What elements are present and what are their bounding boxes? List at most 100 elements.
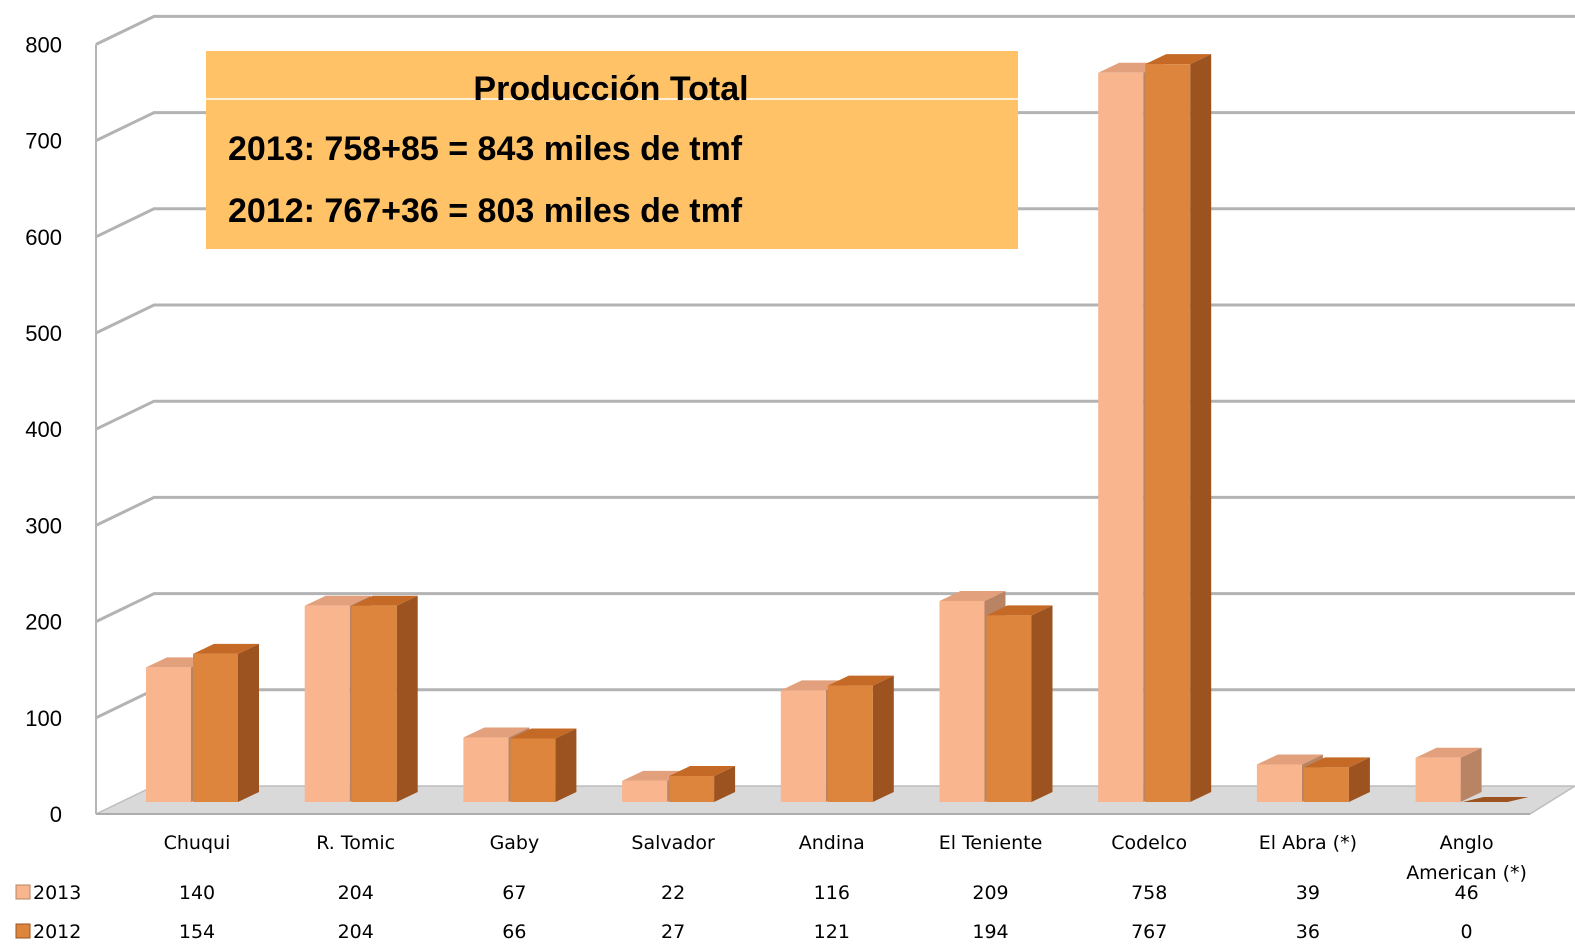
bar-side	[555, 728, 577, 802]
bar-front	[510, 738, 556, 802]
bar-side	[1348, 757, 1370, 802]
data-table: 2013 140 204 67 22 116 209 758 39 46 2012 154 204 66 2…	[15, 882, 1479, 943]
category-label: El Abra (*)	[1259, 832, 1357, 854]
y-tick-label: 100	[25, 706, 62, 731]
bar-2012-2	[510, 728, 577, 802]
bar-2012-6	[1145, 54, 1212, 803]
bar-top	[1303, 757, 1370, 768]
table-cell: 27	[661, 921, 685, 943]
bar-front	[780, 690, 826, 802]
bar-front	[1145, 64, 1191, 802]
bar-front	[939, 600, 985, 802]
bar-front	[827, 685, 873, 802]
gridline	[95, 14, 1575, 46]
bar-front	[463, 737, 509, 802]
bar-top	[1145, 54, 1212, 65]
category-label: Andina	[799, 832, 865, 854]
table-cell: 758	[1131, 882, 1167, 904]
bar-front	[622, 780, 668, 802]
bar-side	[1031, 605, 1053, 802]
gridline	[95, 303, 1575, 335]
category-label: Gaby	[490, 832, 540, 854]
bar-side	[714, 766, 736, 802]
bar-2012-7	[1303, 757, 1370, 802]
bar-top	[986, 605, 1053, 616]
category-label: Salvador	[631, 832, 715, 854]
y-tick-label: 0	[50, 802, 62, 827]
table-cell: 204	[338, 882, 374, 904]
bar-front	[304, 605, 350, 802]
table-cell: 204	[338, 921, 374, 943]
bar-front	[146, 667, 191, 802]
table-cell: 154	[179, 921, 215, 943]
production-total-box: Producción Total 2013: 758+85 = 843 mile…	[206, 51, 1018, 249]
table-cell: 116	[814, 882, 850, 904]
bar-2012-1	[351, 595, 418, 802]
table-cell: 39	[1296, 882, 1320, 904]
bar-2012-0	[193, 643, 259, 802]
table-row-2012: 2012 154 204 66 27 121 194 767 36 0	[15, 921, 1473, 943]
table-cell: 66	[502, 921, 526, 943]
y-tick-label: 400	[25, 417, 62, 442]
bar-zero	[1462, 797, 1529, 802]
bar-top	[827, 675, 894, 686]
bar-2012-5	[986, 605, 1053, 802]
table-row-2013: 2013 140 204 67 22 116 209 758 39 46	[15, 882, 1479, 904]
bars	[146, 54, 1529, 803]
bar-front	[1098, 72, 1144, 802]
table-cell: 209	[972, 882, 1008, 904]
legend-key	[15, 884, 31, 900]
category-label: El Teniente	[939, 832, 1043, 854]
y-tick-label: 200	[25, 610, 62, 635]
bar-top	[304, 595, 371, 606]
legend-key	[15, 923, 31, 939]
legend-label: 2013	[33, 882, 81, 904]
table-cell: 22	[661, 882, 685, 904]
bar-2013-8	[1415, 747, 1482, 802]
bar-top	[939, 590, 1006, 601]
bar-front	[351, 605, 397, 802]
bar-top	[193, 643, 259, 654]
table-cell: 140	[179, 882, 215, 904]
gridline	[95, 399, 1575, 431]
bar-front	[669, 776, 715, 802]
y-axis: 0 100 200 300 400 500 600 700 800	[25, 32, 97, 827]
bar-top	[1415, 747, 1482, 758]
bar-front	[986, 615, 1032, 802]
category-label: Codelco	[1111, 832, 1187, 854]
legend-label: 2012	[33, 921, 81, 943]
table-cell: 121	[814, 921, 850, 943]
bar-top	[669, 766, 736, 777]
y-tick-label: 700	[25, 129, 62, 154]
bar-side	[238, 643, 259, 802]
bar-side	[1460, 747, 1482, 802]
table-cell: 67	[502, 882, 526, 904]
bar-front	[193, 653, 238, 802]
bar-front	[1303, 767, 1349, 802]
bar-2012-8	[1462, 797, 1529, 802]
bar-front	[1256, 764, 1302, 802]
bar-2012-4	[827, 675, 894, 802]
annotation-line-2013: 2013: 758+85 = 843 miles de tmf	[228, 130, 743, 168]
bar-side	[1190, 54, 1212, 803]
bar-front	[1415, 757, 1461, 802]
bar-top	[463, 727, 530, 738]
y-tick-label: 600	[25, 225, 62, 250]
y-tick-label: 800	[25, 32, 62, 57]
y-tick-label: 300	[25, 513, 62, 538]
gridline	[95, 495, 1575, 527]
bar-side	[872, 675, 894, 802]
bar-side	[396, 595, 418, 802]
category-labels: Chuqui R. Tomic Gaby Salvador Andina El Tenie…	[164, 832, 1527, 884]
bar-top	[510, 728, 577, 739]
category-label: R. Tomic	[316, 832, 395, 854]
table-cell: 46	[1455, 882, 1479, 904]
table-cell: 767	[1131, 921, 1167, 943]
annotation-title: Producción Total	[473, 70, 748, 108]
category-label: Chuqui	[164, 832, 231, 854]
bar-2012-3	[669, 766, 736, 802]
gridlines	[95, 14, 1575, 720]
y-tick-label: 500	[25, 321, 62, 346]
table-cell: 0	[1461, 921, 1473, 943]
